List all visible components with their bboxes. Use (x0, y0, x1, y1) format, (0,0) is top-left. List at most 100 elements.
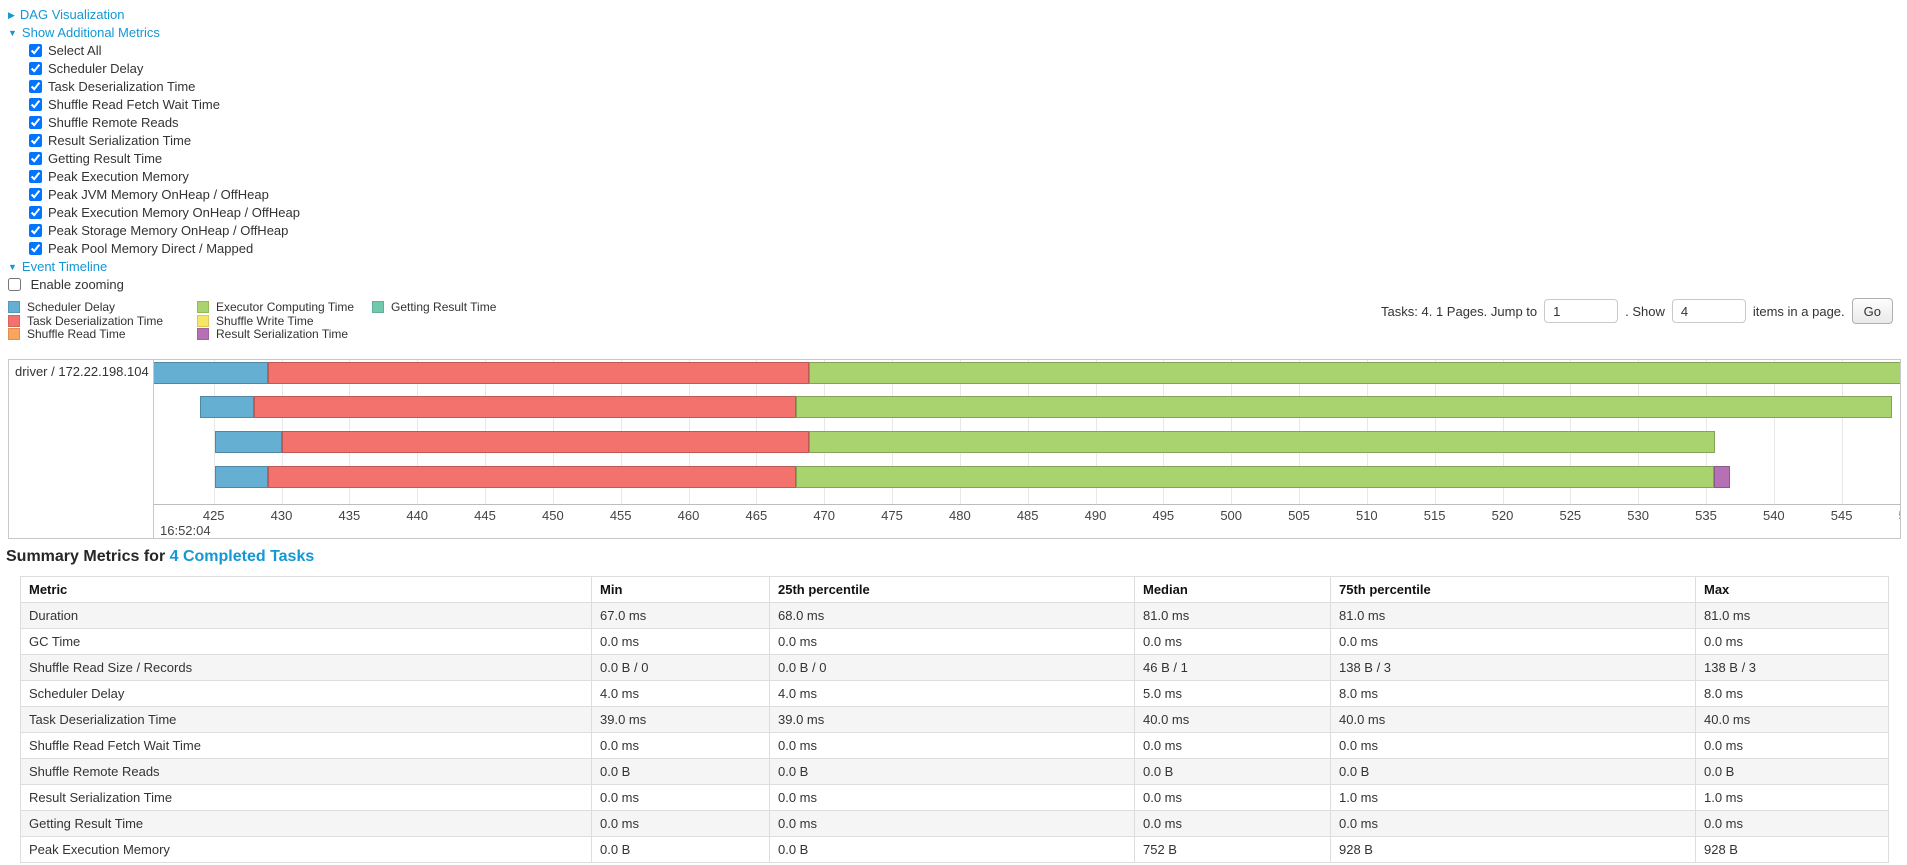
timeline-bar-segment-scheduler-delay[interactable] (200, 396, 255, 418)
legend-label: Shuffle Read Time (27, 327, 126, 342)
event-timeline-chart: driver / 172.22.198.104 16:52:04 425 430 4… (8, 359, 1901, 539)
timeline-bar-segment-task-deserialization[interactable] (267, 466, 796, 488)
timeline-bar-segment-task-deserialization[interactable] (281, 431, 810, 453)
axis-tick-label: 545 (1830, 508, 1853, 523)
table-column-header: Max (1695, 576, 1889, 603)
metric-checkbox-label: Peak Execution Memory OnHeap / OffHeap (48, 205, 300, 220)
axis-tick-label: 445 (474, 508, 496, 523)
metric-checkbox[interactable] (29, 44, 42, 57)
metric-value-cell: 40.0 ms (1695, 706, 1889, 733)
metric-value-cell: 4.0 ms (591, 680, 770, 707)
metric-checkbox[interactable] (29, 188, 42, 201)
metric-value-cell: 39.0 ms (591, 706, 770, 733)
metric-name-cell: Getting Result Time (20, 810, 592, 837)
metric-checkbox[interactable] (29, 152, 42, 165)
metric-checkbox[interactable] (29, 116, 42, 129)
legend-swatch-icon (197, 301, 209, 314)
metric-name-cell: Shuffle Read Fetch Wait Time (20, 732, 592, 759)
metric-value-cell: 0.0 B (1695, 758, 1889, 785)
timeline-bar-segment-scheduler-delay[interactable] (215, 431, 282, 453)
axis-tick-label: 550 (1899, 508, 1900, 523)
metric-checkbox-label: Select All (48, 43, 102, 58)
legend-band: Scheduler Delay Task Deserialization Time… (8, 298, 1907, 347)
summary-metrics-table: Metric Min 25th percentile Median 75th perce… (20, 576, 1889, 863)
table-row: GC Time 0.0 ms 0.0 ms 0.0 ms 0.0 ms 0.0 ms (20, 628, 1889, 655)
metric-value-cell: 0.0 B (769, 758, 1135, 785)
axis-tick-label: 435 (338, 508, 361, 523)
metric-value-cell: 5.0 ms (1134, 680, 1331, 707)
timeline-bar-segment-executor-computing[interactable] (809, 431, 1716, 453)
axis-tick-label: 440 (406, 508, 429, 523)
timeline-bar-segment-result-serialization[interactable] (1714, 466, 1731, 488)
dag-visualization-toggle[interactable]: ▶ DAG Visualization (8, 6, 1907, 24)
axis-tick-label: 485 (1016, 508, 1039, 523)
table-column-header: Min (591, 576, 770, 603)
axis-tick-label: 430 (270, 508, 293, 523)
axis-tick-label: 470 (813, 508, 836, 523)
timeline-bar-segment-scheduler-delay[interactable] (215, 466, 268, 488)
table-row: Task Deserialization Time 39.0 ms 39.0 ms 4… (20, 706, 1889, 733)
metric-checkbox-row: Peak JVM Memory OnHeap / OffHeap (29, 186, 1907, 204)
jump-to-page-input[interactable] (1544, 299, 1619, 323)
legend-label: Result Serialization Time (216, 327, 349, 342)
table-row: Peak Execution Memory 0.0 B 0.0 B 752 B 928 … (20, 836, 1889, 863)
metric-value-cell: 0.0 ms (1134, 784, 1331, 811)
completed-tasks-link[interactable]: 4 Completed Tasks (169, 548, 315, 565)
axis-gridline (1841, 360, 1843, 505)
metric-checkbox-label: Getting Result Time (48, 151, 163, 166)
metric-name-cell: Task Deserialization Time (20, 706, 592, 733)
metric-value-cell: 0.0 B (1330, 758, 1696, 785)
legend-item-task-deserialization: Task Deserialization Time (8, 314, 197, 328)
metric-checkbox-label: Shuffle Remote Reads (48, 115, 179, 130)
metric-checkbox[interactable] (29, 224, 42, 237)
metric-value-cell: 0.0 B (769, 836, 1135, 863)
legend-label: Scheduler Delay (27, 300, 116, 315)
go-button[interactable]: Go (1851, 298, 1893, 324)
timeline-bar-segment-scheduler-delay[interactable] (154, 362, 268, 384)
axis-tick-label: 460 (677, 508, 700, 523)
timeline-bar-segment-executor-computing[interactable] (795, 396, 1892, 418)
metric-checkbox-label: Result Serialization Time (48, 133, 192, 148)
metric-checkbox-row: Task Deserialization Time (29, 78, 1907, 96)
timeline-bar-segment-executor-computing[interactable] (795, 466, 1715, 488)
metric-name-cell: GC Time (20, 628, 592, 655)
metric-name-cell: Shuffle Read Size / Records (20, 654, 592, 681)
timeline-bar-segment-task-deserialization[interactable] (267, 362, 810, 384)
enable-zooming-label: Enable zooming (30, 277, 124, 292)
metric-value-cell: 39.0 ms (769, 706, 1135, 733)
metric-name-cell: Scheduler Delay (20, 680, 592, 707)
timeline-group-column: driver / 172.22.198.104 (9, 360, 154, 538)
metric-value-cell: 81.0 ms (1330, 602, 1696, 629)
table-row: Shuffle Read Fetch Wait Time 0.0 ms 0.0 ms… (20, 732, 1889, 759)
metric-value-cell: 0.0 ms (591, 810, 770, 837)
axis-tick-label: 510 (1355, 508, 1378, 523)
metric-checkbox[interactable] (29, 170, 42, 183)
metric-value-cell: 67.0 ms (591, 602, 770, 629)
metric-name-cell: Shuffle Remote Reads (20, 758, 592, 785)
metric-checkbox[interactable] (29, 206, 42, 219)
timeline-bar-segment-executor-computing[interactable] (809, 362, 1900, 384)
table-column-header: 75th percentile (1330, 576, 1696, 603)
metric-value-cell: 0.0 ms (769, 732, 1135, 759)
metric-value-cell: 8.0 ms (1695, 680, 1889, 707)
axis-gridline (213, 360, 215, 505)
show-additional-metrics-toggle[interactable]: ▼ Show Additional Metrics (8, 24, 1907, 42)
metric-value-cell: 40.0 ms (1134, 706, 1331, 733)
event-timeline-toggle[interactable]: ▼ Event Timeline (8, 258, 1907, 276)
legend-item-executor-computing: Executor Computing Time (197, 301, 372, 314)
metric-checkbox[interactable] (29, 242, 42, 255)
table-row: Result Serialization Time 0.0 ms 0.0 ms 0.0… (20, 784, 1889, 811)
metric-checkbox-row: Peak Execution Memory (29, 168, 1907, 186)
timeline-bar-segment-task-deserialization[interactable] (254, 396, 796, 418)
legend-swatch-icon (197, 328, 209, 341)
items-per-page-input[interactable] (1671, 299, 1746, 323)
metric-checkbox[interactable] (29, 98, 42, 111)
legend-label: Shuffle Write Time (216, 313, 314, 328)
metric-value-cell: 8.0 ms (1330, 680, 1696, 707)
enable-zooming-checkbox[interactable] (8, 278, 21, 291)
metric-checkbox[interactable] (29, 80, 42, 93)
metric-value-cell: 0.0 ms (1330, 732, 1696, 759)
legend-swatch-icon (8, 301, 20, 314)
metric-checkbox[interactable] (29, 62, 42, 75)
metric-checkbox[interactable] (29, 134, 42, 147)
